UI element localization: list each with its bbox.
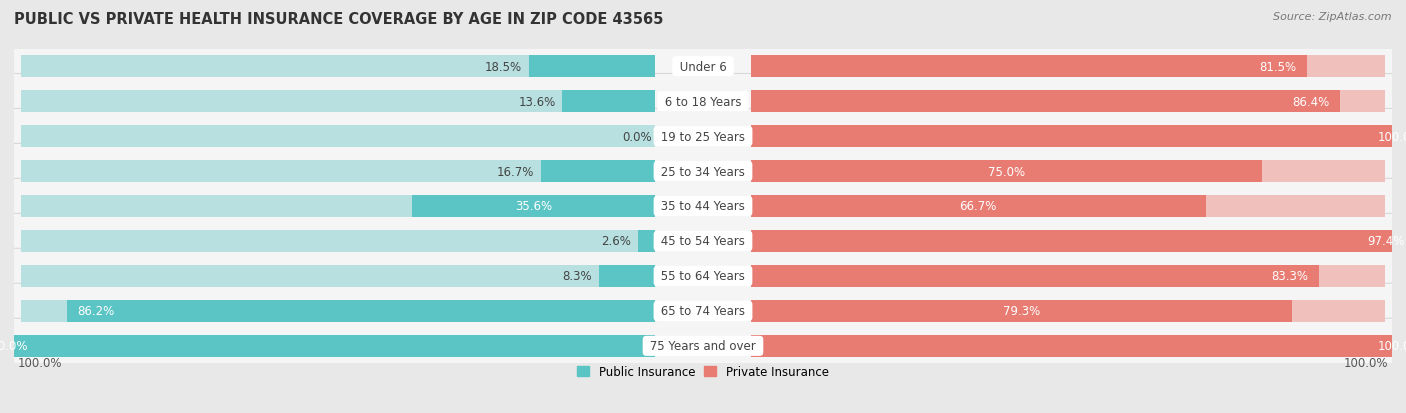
Bar [751,91,1340,113]
Text: 75 Years and over: 75 Years and over [647,339,759,352]
FancyBboxPatch shape [6,109,1400,164]
Text: 86.2%: 86.2% [77,305,115,318]
Text: 79.3%: 79.3% [1002,305,1040,318]
Bar [751,161,1385,183]
Bar [412,196,655,217]
FancyBboxPatch shape [6,249,1400,304]
FancyBboxPatch shape [6,144,1400,199]
FancyBboxPatch shape [6,318,1400,373]
Text: Source: ZipAtlas.com: Source: ZipAtlas.com [1274,12,1392,22]
Text: PUBLIC VS PRIVATE HEALTH INSURANCE COVERAGE BY AGE IN ZIP CODE 43565: PUBLIC VS PRIVATE HEALTH INSURANCE COVER… [14,12,664,27]
Text: 8.3%: 8.3% [562,270,592,283]
Bar [751,126,1406,147]
Text: 100.0%: 100.0% [1344,356,1389,369]
Bar [751,230,1385,252]
FancyBboxPatch shape [6,284,1400,339]
Text: 45 to 54 Years: 45 to 54 Years [657,235,749,248]
Text: 6 to 18 Years: 6 to 18 Years [661,95,745,108]
Text: 81.5%: 81.5% [1260,61,1296,74]
Bar [21,230,655,252]
Legend: Public Insurance, Private Insurance: Public Insurance, Private Insurance [572,360,834,383]
FancyBboxPatch shape [6,40,1400,95]
Text: 75.0%: 75.0% [988,165,1025,178]
Text: 35.6%: 35.6% [515,200,553,213]
Text: 65 to 74 Years: 65 to 74 Years [657,305,749,318]
Bar [21,196,655,217]
Bar [21,161,655,183]
Text: 35 to 44 Years: 35 to 44 Years [657,200,749,213]
Bar [751,300,1385,322]
Text: 66.7%: 66.7% [959,200,997,213]
Text: 13.6%: 13.6% [519,95,555,108]
FancyBboxPatch shape [6,74,1400,129]
Bar [751,335,1406,357]
Text: 16.7%: 16.7% [498,165,534,178]
Bar [751,196,1385,217]
Bar [21,266,655,287]
Bar [751,126,1385,147]
Text: 18.5%: 18.5% [485,61,522,74]
Text: 19 to 25 Years: 19 to 25 Years [657,130,749,143]
Text: 97.4%: 97.4% [1368,235,1405,248]
Text: 55 to 64 Years: 55 to 64 Years [657,270,749,283]
Bar [751,266,1319,287]
Bar [637,230,655,252]
Text: 83.3%: 83.3% [1271,270,1309,283]
Bar [599,266,655,287]
Text: 2.6%: 2.6% [600,235,631,248]
Bar [21,91,655,113]
Bar [21,335,655,357]
Bar [67,300,655,322]
FancyBboxPatch shape [6,179,1400,234]
Text: 100.0%: 100.0% [1378,339,1406,352]
Bar [21,300,655,322]
Bar [751,300,1292,322]
Text: 25 to 34 Years: 25 to 34 Years [657,165,749,178]
Text: 100.0%: 100.0% [0,339,28,352]
Bar [21,126,655,147]
Bar [751,161,1263,183]
Bar [0,335,655,357]
Text: 86.4%: 86.4% [1292,95,1330,108]
Bar [562,91,655,113]
Bar [751,56,1306,78]
Bar [21,56,655,78]
Bar [751,196,1206,217]
Bar [751,56,1385,78]
Bar [529,56,655,78]
Text: 0.0%: 0.0% [623,130,652,143]
Text: Under 6: Under 6 [676,61,730,74]
Bar [751,230,1406,252]
FancyBboxPatch shape [6,214,1400,269]
Bar [751,266,1385,287]
Text: 100.0%: 100.0% [1378,130,1406,143]
Bar [751,91,1385,113]
Bar [541,161,655,183]
Bar [751,335,1385,357]
Text: 100.0%: 100.0% [17,356,62,369]
